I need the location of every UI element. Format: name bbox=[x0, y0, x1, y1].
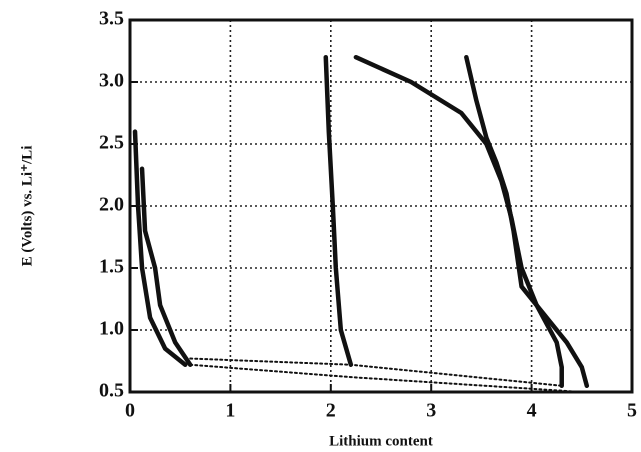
line-series bbox=[189, 357, 563, 387]
plot-frame bbox=[128, 18, 634, 394]
y-tick-label: 2.0 bbox=[99, 194, 124, 216]
line-series bbox=[139, 166, 193, 367]
x-axis-label: Lithium content bbox=[329, 433, 433, 449]
y-tick-label: 1.5 bbox=[99, 256, 124, 278]
x-tick-label: 3 bbox=[426, 400, 436, 422]
line-series bbox=[189, 363, 583, 393]
y-tick-label: 3.5 bbox=[99, 8, 124, 30]
line-series bbox=[464, 54, 590, 389]
x-tick-label: 0 bbox=[125, 400, 135, 422]
y-tick-label: 1.0 bbox=[99, 318, 124, 340]
x-tick-label: 1 bbox=[225, 400, 235, 422]
x-tick-label: 4 bbox=[527, 400, 537, 422]
y-tick-label: 3.0 bbox=[99, 70, 124, 92]
line-series bbox=[132, 129, 188, 367]
line-series bbox=[323, 54, 354, 367]
y-axis-label: E (Volts) vs. Li⁺/Li bbox=[19, 146, 35, 267]
x-tick-label: 5 bbox=[627, 400, 637, 422]
x-tick-label: 2 bbox=[326, 400, 336, 422]
y-tick-label: 2.5 bbox=[99, 132, 124, 154]
y-tick-label: 0.5 bbox=[99, 380, 124, 402]
